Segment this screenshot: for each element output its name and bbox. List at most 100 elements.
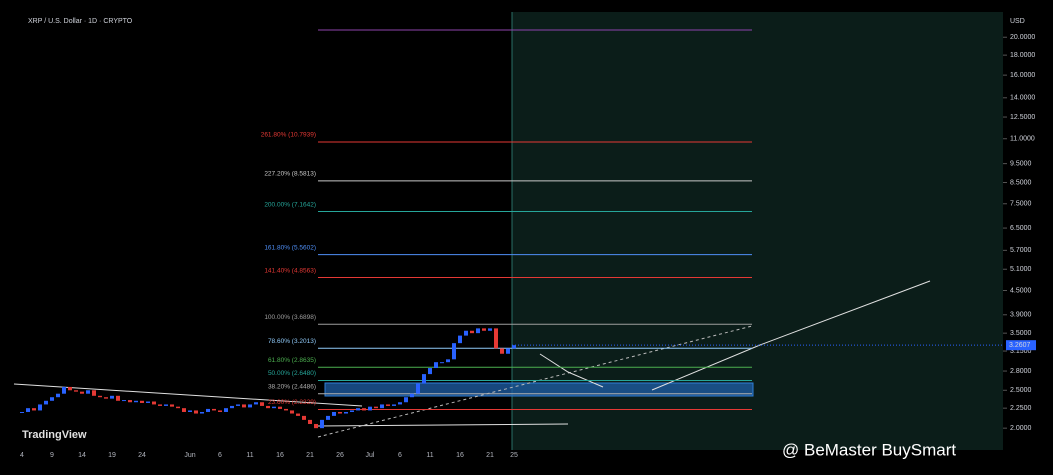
candle: [272, 406, 276, 409]
candle: [152, 401, 156, 405]
candle: [182, 408, 186, 412]
fib-label: 23.60% (2.2329): [268, 399, 316, 406]
candle: [62, 386, 66, 394]
candle: [314, 423, 318, 429]
header-title: XRP / U.S. Dollar · 1D · CRYPTO: [28, 18, 133, 25]
y-tick-label: 2.0000: [1010, 425, 1032, 432]
candle: [422, 374, 426, 384]
candle: [386, 404, 390, 406]
y-tick-label: 3.5000: [1010, 330, 1032, 337]
y-tick-label: 12.5000: [1010, 114, 1035, 121]
candle: [110, 395, 114, 399]
fib-label: 50.00% (2.6480): [268, 370, 316, 377]
fib-label: 38.20% (2.4486): [268, 384, 316, 391]
candle: [458, 335, 462, 344]
candle: [266, 405, 270, 409]
projection-path: [539, 353, 604, 388]
x-tick-label: 16: [456, 452, 464, 459]
candle: [164, 404, 168, 406]
candle: [86, 390, 90, 394]
candle: [440, 362, 444, 364]
y-tick-label: 7.5000: [1010, 201, 1032, 208]
price-axis: [1003, 0, 1053, 475]
candle: [332, 411, 336, 416]
x-tick-label: 11: [426, 452, 433, 459]
candle: [218, 410, 222, 412]
candle: [320, 419, 324, 429]
candle: [98, 395, 102, 398]
candle: [428, 368, 432, 375]
candle: [20, 411, 24, 413]
fib-label: 200.00% (7.1642): [264, 201, 316, 208]
x-tick-label: 16: [276, 452, 284, 459]
support-zone: [324, 382, 754, 397]
candle: [32, 408, 36, 411]
x-tick-label: 14: [78, 452, 86, 459]
y-tick-label: 18.0000: [1010, 52, 1035, 59]
y-tick-label: 5.7000: [1010, 247, 1032, 254]
candle: [302, 415, 306, 420]
candle: [506, 348, 510, 354]
fib-label: 100.00% (3.6898): [264, 314, 316, 321]
x-tick-label: 26: [336, 452, 344, 459]
candle: [398, 402, 402, 405]
fib-label: 61.80% (2.8635): [268, 357, 316, 364]
candle: [512, 345, 516, 349]
candle: [416, 383, 420, 394]
candle: [50, 397, 54, 401]
candle: [104, 397, 108, 399]
candle: [200, 411, 204, 414]
candle: [122, 400, 126, 402]
candle: [206, 408, 210, 412]
candle: [344, 411, 348, 414]
candle: [470, 330, 474, 334]
y-tick-label: 4.5000: [1010, 287, 1032, 294]
candle: [116, 395, 120, 401]
candle: [374, 406, 378, 409]
fib-label: 141.40% (4.8563): [264, 267, 316, 274]
candle: [488, 328, 492, 331]
x-tick-label: 25: [510, 452, 518, 459]
y-tick-label: 3.1500: [1010, 348, 1032, 355]
candle: [476, 328, 480, 334]
fib-label: 78.60% (3.2013): [268, 338, 316, 345]
candle: [38, 404, 42, 411]
candle: [134, 400, 138, 403]
x-tick-label: 21: [486, 452, 494, 459]
y-tick-label: 16.0000: [1010, 72, 1035, 79]
x-tick-label: 21: [306, 452, 314, 459]
fib-label: 227.20% (8.5813): [264, 171, 316, 178]
fib-label: 261.80% (10.7939): [261, 132, 316, 139]
candle: [74, 390, 78, 392]
candle: [404, 397, 408, 403]
plot: 20.0000 18.0000 16.0000 14.0000 12.5000 11.00…: [20, 34, 1036, 459]
future-region: [512, 12, 1003, 450]
candle: [326, 415, 330, 420]
last-price-box: [1006, 340, 1036, 351]
x-tick-label: 19: [108, 452, 116, 459]
candle: [368, 406, 372, 411]
candle: [494, 328, 498, 349]
candle: [500, 348, 504, 354]
y-tick-label: 2.2500: [1010, 405, 1032, 412]
x-tick-label: 11: [246, 452, 253, 459]
candle: [224, 408, 228, 412]
candle: [140, 400, 144, 403]
candle: [362, 408, 366, 411]
y-tick-label: 9.5000: [1010, 160, 1032, 167]
base-line: [317, 423, 569, 427]
candle: [242, 404, 246, 408]
x-tick-label: Jul: [366, 452, 375, 459]
candle: [410, 393, 414, 398]
watermark: TradingView: [22, 429, 87, 441]
candle: [308, 419, 312, 424]
candle: [278, 406, 282, 409]
y-tick-label: 14.0000: [1010, 95, 1035, 102]
candle: [356, 408, 360, 411]
candle: [26, 408, 30, 412]
credit: @ BeMaster BuySmart: [782, 440, 956, 459]
candle: [188, 410, 192, 412]
last-price-label: 3.2607: [1009, 342, 1031, 349]
projection-path: [651, 280, 931, 391]
